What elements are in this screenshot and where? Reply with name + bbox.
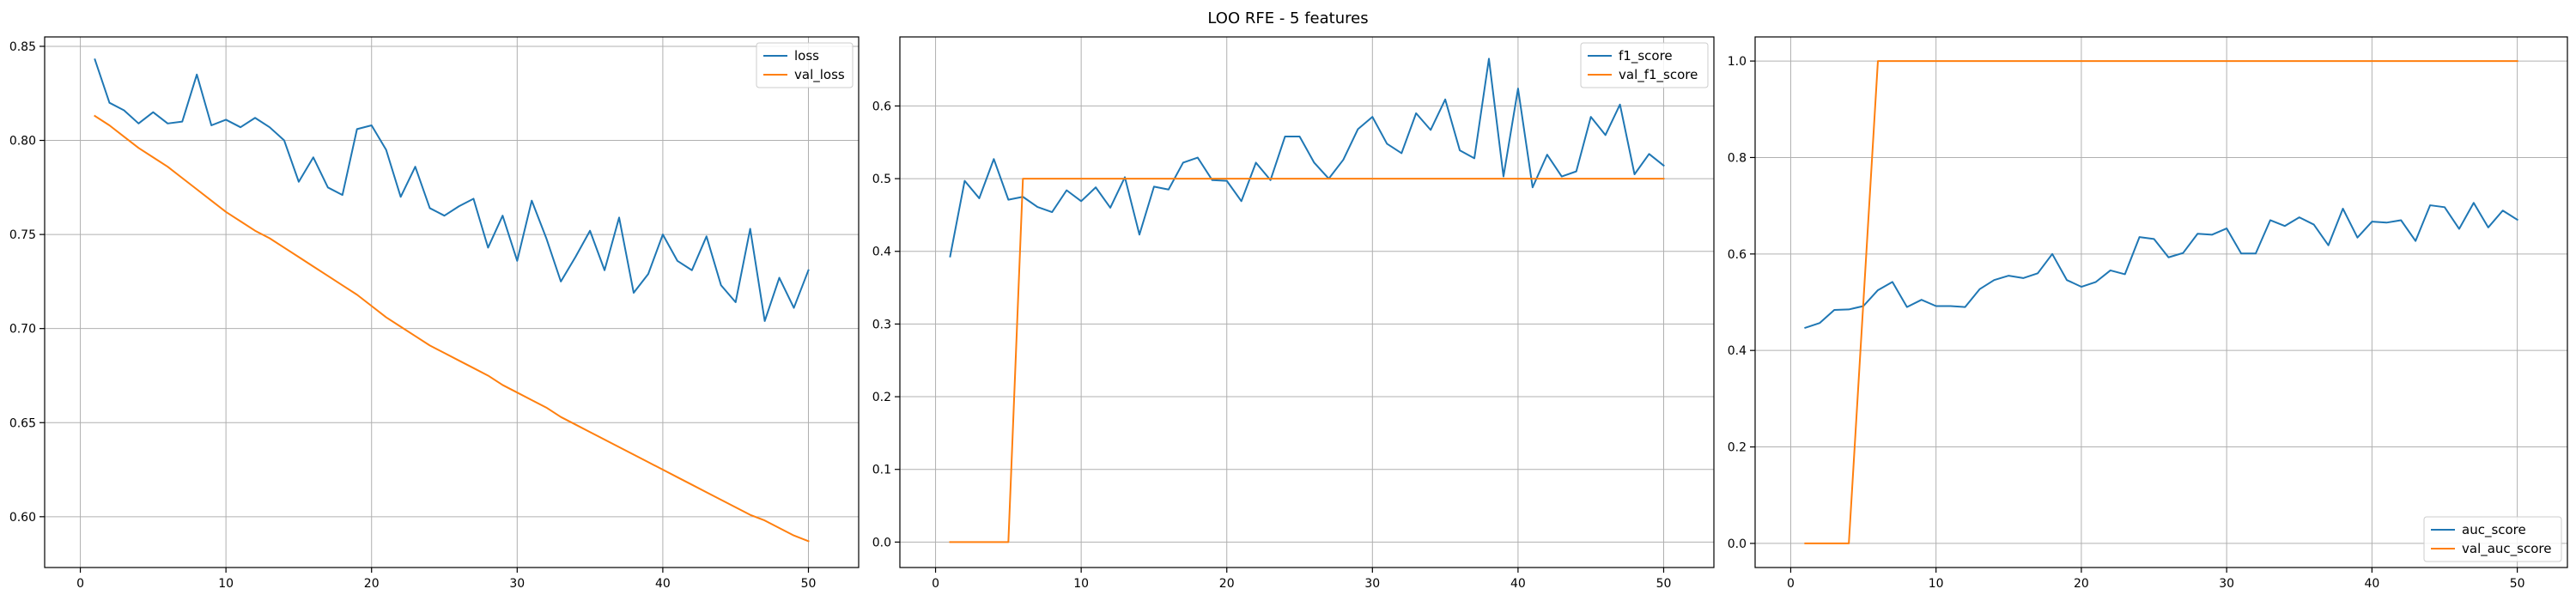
x-tick-label: 30 <box>1364 577 1380 591</box>
legend: f1_score val_f1_score <box>1580 42 1709 88</box>
y-tick-label: 0.8 <box>1728 151 1747 165</box>
axes-frame <box>1754 36 2568 568</box>
y-tick-label: 0.6 <box>872 100 891 113</box>
legend-label: auc_score <box>2462 522 2526 538</box>
legend-label: f1_score <box>1619 48 1673 64</box>
axes-frame <box>44 36 860 568</box>
legend-box <box>1580 42 1709 88</box>
legend-label: val_loss <box>794 67 845 83</box>
x-tick-label: 0 <box>932 577 939 591</box>
y-tick-label: 0.75 <box>9 228 36 242</box>
x-tick-label: 50 <box>801 577 817 591</box>
x-tick-label: 20 <box>2074 577 2089 591</box>
legend: auc_score val_auc_score <box>2423 516 2562 562</box>
subplot-1: 0 10 20 30 40 50 0.60 0.65 0.70 0.75 0.80 0.85 loss v… <box>9 36 860 591</box>
subplot-2: 0 10 20 30 40 50 0.0 0.1 0.2 0.3 0.4 0.5 0.6 f1_score… <box>872 36 1715 591</box>
figure-title: LOO RFE - 5 features <box>1207 9 1368 27</box>
x-tick-label: 0 <box>76 577 84 591</box>
y-tick-label: 0.4 <box>1728 344 1747 358</box>
y-tick-label: 0.4 <box>872 246 891 259</box>
y-tick-label: 0.2 <box>872 391 891 404</box>
x-tick-label: 40 <box>1510 577 1526 591</box>
y-tick-label: 0.85 <box>9 40 36 54</box>
y-tick-label: 0.1 <box>872 464 891 477</box>
legend-box <box>2423 516 2562 562</box>
series-line-val-loss <box>94 114 810 543</box>
y-tick-label: 0.5 <box>872 173 891 186</box>
axes-frame <box>899 36 1715 568</box>
x-tick-label: 10 <box>1929 577 1944 591</box>
y-tick-label: 0.60 <box>9 511 36 525</box>
legend-label: val_f1_score <box>1619 67 1698 83</box>
x-tick-label: 10 <box>218 577 234 591</box>
x-tick-label: 30 <box>2219 577 2234 591</box>
series-line-auc-score <box>1804 202 2518 330</box>
y-tick-label: 0.2 <box>1728 441 1747 455</box>
x-tick-label: 20 <box>364 577 380 591</box>
series-line-loss <box>94 58 810 322</box>
y-tick-label: 0.3 <box>872 318 891 331</box>
subplot-3: 0 10 20 30 40 50 0.0 0.2 0.4 0.6 0.8 1.0 auc_scoreva… <box>1728 36 2568 591</box>
x-tick-label: 40 <box>2364 577 2379 591</box>
series-line-f1-score <box>949 58 1665 258</box>
subplot-panels: 0 10 20 30 40 500.600.650.700.750.800.85lossv… <box>9 36 2568 591</box>
x-tick-label: 50 <box>1656 577 1672 591</box>
y-tick-label: 1.0 <box>1728 55 1747 69</box>
series-line-val-auc-score <box>1804 60 2518 544</box>
y-tick-label: 0.65 <box>9 416 36 430</box>
x-tick-label: 30 <box>509 577 525 591</box>
legend-label: val_auc_score <box>2462 541 2552 557</box>
series-line-val-f1-score <box>949 178 1665 543</box>
x-tick-label: 20 <box>1219 577 1235 591</box>
legend-label: loss <box>794 48 819 64</box>
legend: loss val_loss <box>756 42 854 88</box>
legend-box <box>756 42 854 88</box>
x-tick-label: 10 <box>1073 577 1089 591</box>
x-tick-label: 50 <box>2510 577 2525 591</box>
y-tick-label: 0.6 <box>1728 248 1747 262</box>
y-tick-label: 0.80 <box>9 135 36 149</box>
y-tick-label: 0.0 <box>1728 537 1747 551</box>
y-tick-label: 0.0 <box>872 536 891 549</box>
y-tick-label: 0.70 <box>9 323 36 337</box>
x-tick-label: 0 <box>1787 577 1795 591</box>
x-tick-label: 40 <box>655 577 671 591</box>
